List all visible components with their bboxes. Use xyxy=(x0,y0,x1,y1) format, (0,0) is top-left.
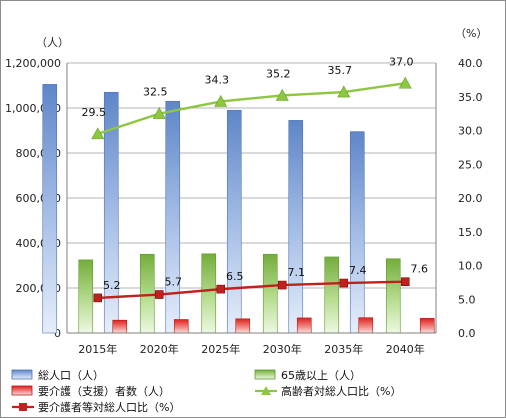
right-tick-label: 40.0 xyxy=(458,57,483,70)
right-axis-ticks: 0.0 5.0 10.0 15.0 20.0 25.0 30.0 35.0 40.0 xyxy=(458,57,483,340)
left-tick-label: 0 xyxy=(54,327,61,340)
legend-label: 要介護者等対総人口比（%） xyxy=(38,400,180,414)
right-tick-label: 25.0 xyxy=(458,158,483,171)
right-tick-label: 35.0 xyxy=(458,91,483,104)
category-labels: 2015年 2020年 2025年 2030年 2035年 2040年 xyxy=(78,342,425,356)
data-label: 7.4 xyxy=(349,264,367,277)
bar xyxy=(385,258,401,334)
legend-label: 65歳以上（人） xyxy=(281,369,361,382)
right-axis-unit: （%） xyxy=(455,27,487,40)
triangle-marker xyxy=(91,127,105,140)
square-marker xyxy=(277,280,287,290)
axes xyxy=(66,63,437,334)
triangle-marker xyxy=(398,76,412,89)
data-label: 6.5 xyxy=(226,270,244,283)
right-tick-label: 15.0 xyxy=(458,226,483,239)
bar xyxy=(349,131,365,334)
bar xyxy=(419,318,435,334)
legend: 総人口（人） 65歳以上（人） 要介護（支援）者数（人） 高齢者対総人口比（%） 要介護… xyxy=(11,368,401,414)
triangle-marker xyxy=(214,94,228,107)
data-label: 35.7 xyxy=(328,64,353,77)
data-label: 37.0 xyxy=(389,55,414,68)
triangle-marker xyxy=(275,88,289,101)
line-series: 29.5 32.5 34.3 35.2 35.7 37.0 5.2 5.7 6.5 7.1 7.4 7… xyxy=(82,55,429,303)
series-line xyxy=(97,280,406,300)
category-label: 2020年 xyxy=(140,342,179,356)
data-label: 29.5 xyxy=(82,106,107,119)
bar xyxy=(173,319,189,334)
data-label: 5.2 xyxy=(103,279,121,292)
square-marker xyxy=(216,284,226,294)
category-label: 2040年 xyxy=(386,342,425,356)
category-label: 2025年 xyxy=(201,342,240,356)
square-marker xyxy=(154,290,164,299)
right-tick-label: 10.0 xyxy=(458,260,483,273)
bar xyxy=(358,317,374,334)
right-tick-label: 30.0 xyxy=(458,125,483,138)
bar xyxy=(201,253,217,334)
legend-label: 要介護（支援）者数（人） xyxy=(38,384,170,398)
data-label: 32.5 xyxy=(143,86,168,99)
legend-label: 高齢者対総人口比（%） xyxy=(281,384,401,398)
triangle-marker xyxy=(337,85,351,98)
right-tick-label: 20.0 xyxy=(458,192,483,205)
legend-swatch xyxy=(11,385,33,396)
legend-label: 総人口（人） xyxy=(38,368,104,382)
data-label: 35.2 xyxy=(266,67,291,80)
legend-swatch xyxy=(11,369,33,380)
legend-triangle-marker xyxy=(261,386,271,395)
bar xyxy=(296,317,312,334)
square-marker xyxy=(339,278,349,288)
bar xyxy=(112,319,128,334)
data-label: 7.6 xyxy=(411,263,429,276)
category-label: 2015年 xyxy=(78,342,117,356)
bar xyxy=(226,109,242,334)
triangle-marker xyxy=(152,106,166,119)
bar xyxy=(235,318,251,334)
bar xyxy=(324,256,340,334)
category-label: 2035年 xyxy=(324,342,363,356)
bar xyxy=(165,100,181,334)
data-label: 34.3 xyxy=(205,73,230,86)
series-line xyxy=(97,82,406,136)
category-label: 2030年 xyxy=(263,342,302,356)
data-label: 7.1 xyxy=(288,266,306,279)
right-tick-label: 5.0 xyxy=(458,293,476,306)
left-axis-unit: （人） xyxy=(36,36,69,49)
square-marker xyxy=(400,277,410,287)
bar xyxy=(288,120,304,334)
bar xyxy=(262,253,278,334)
legend-square-marker xyxy=(19,403,27,411)
left-tick-label: 1,200,000 xyxy=(5,57,61,70)
gridlines xyxy=(67,62,436,289)
square-marker xyxy=(93,293,103,303)
bar xyxy=(42,84,58,334)
data-label: 5.7 xyxy=(165,276,183,289)
bar xyxy=(139,253,155,334)
bar-series xyxy=(42,84,435,334)
right-tick-label: 0.0 xyxy=(458,327,476,340)
bar xyxy=(78,259,94,334)
legend-swatch xyxy=(254,369,276,380)
